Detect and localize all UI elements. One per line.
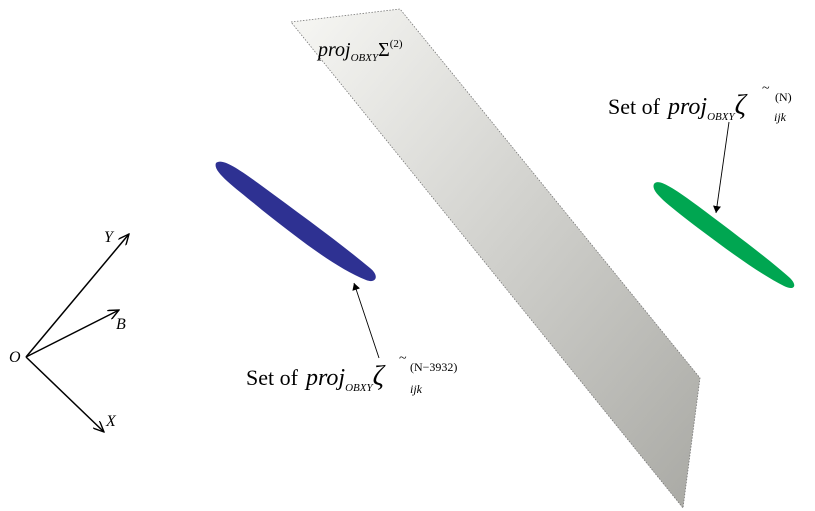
blue-set-label-sup: (N−3932): [410, 360, 457, 374]
green-set-label-sub: OBXY: [707, 111, 736, 123]
blue-set-label-tilde: ~: [399, 351, 407, 366]
plane-label-sub: OBXY: [351, 52, 380, 64]
green-set-label-tilde: ~: [762, 81, 770, 96]
axis-b-arrow: [25, 310, 119, 358]
green-set-leader-arrow: [713, 121, 730, 214]
blue-set-label: Set of projOBXYζ ~ (N−3932) ijk: [246, 351, 457, 396]
green-set-label-proj: proj: [666, 94, 707, 120]
axis-y-arrow: [25, 234, 129, 358]
green-set-label-index: ijk: [774, 110, 787, 124]
green-set-label: Set of projOBXYζ ~ (N) ijk: [608, 81, 792, 124]
coordinate-axes: O Y B X: [9, 229, 129, 432]
green-set-label-zeta: ζ: [735, 90, 748, 121]
plane-label-proj: proj: [316, 39, 351, 61]
blue-set-label-zeta: ζ: [373, 361, 386, 392]
plane-label-sigma: Σ: [378, 39, 390, 61]
axis-b-label: B: [116, 316, 126, 333]
axis-x-arrow: [25, 356, 104, 432]
plane-label-sup: (2): [390, 38, 403, 50]
green-point-set: [653, 182, 795, 289]
plane-label: projOBXYΣ(2): [316, 38, 403, 64]
green-set-label-sup: (N): [775, 90, 792, 104]
origin-label: O: [9, 349, 21, 366]
projection-plane: [290, 8, 701, 509]
blue-set-label-prefix: Set of: [246, 365, 299, 390]
axis-x-label: X: [105, 413, 117, 430]
green-set-label-prefix: Set of: [608, 94, 661, 119]
blue-set-label-index: ijk: [410, 382, 423, 396]
blue-set-label-proj: proj: [304, 365, 345, 391]
axis-y-label: Y: [104, 229, 115, 246]
blue-point-set: [215, 161, 376, 282]
blue-set-leader-arrow: [352, 282, 380, 359]
blue-set-label-sub: OBXY: [345, 382, 374, 394]
